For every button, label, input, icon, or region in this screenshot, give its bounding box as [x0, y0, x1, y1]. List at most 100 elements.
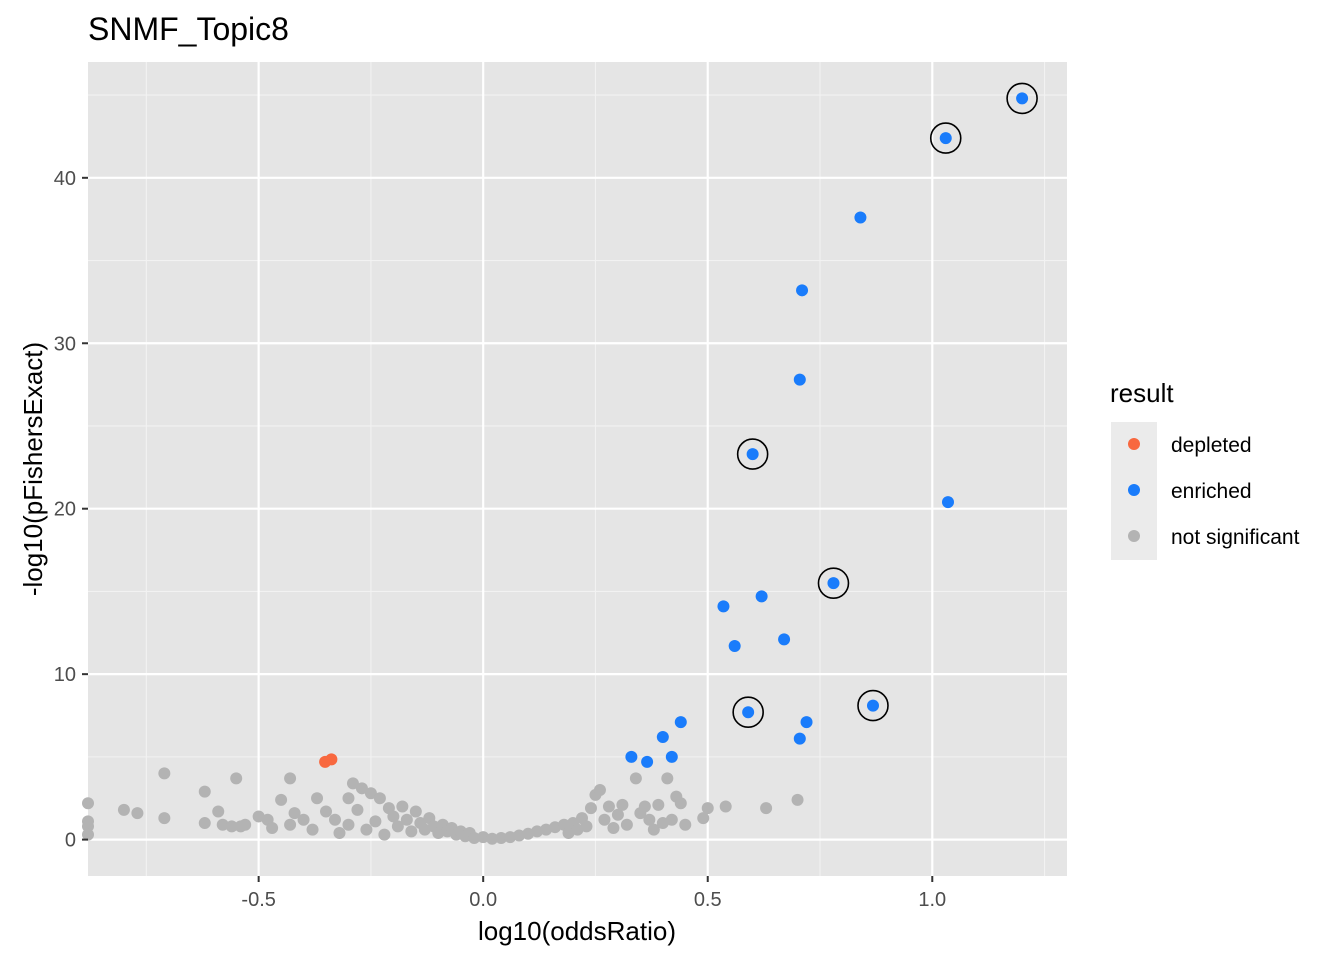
- data-point-enriched: [746, 448, 759, 461]
- data-point-not-significant: [549, 821, 562, 834]
- data-point-enriched: [796, 284, 809, 297]
- data-point-not-significant: [674, 797, 687, 810]
- data-point-not-significant: [616, 798, 629, 811]
- data-point-enriched: [625, 750, 638, 763]
- data-point-not-significant: [468, 831, 481, 844]
- data-point-enriched: [728, 640, 741, 653]
- data-point-not-significant: [584, 802, 597, 815]
- data-point-not-significant: [369, 815, 382, 828]
- y-axis-title: -log10(pFishersExact): [18, 342, 48, 596]
- data-point-not-significant: [495, 831, 508, 844]
- x-tick-label: 0.0: [469, 889, 497, 911]
- data-point-enriched: [742, 706, 755, 719]
- data-point-not-significant: [387, 810, 400, 823]
- data-point-not-significant: [400, 813, 413, 826]
- data-point-not-significant: [225, 820, 238, 833]
- data-point-not-significant: [719, 800, 732, 813]
- data-point-not-significant: [342, 792, 355, 805]
- legend-key-marker: [1128, 484, 1140, 496]
- data-point-enriched: [793, 373, 806, 386]
- data-point-enriched: [641, 755, 654, 768]
- data-point-not-significant: [117, 803, 130, 816]
- legend-label: not significant: [1171, 526, 1300, 549]
- data-point-not-significant: [643, 813, 656, 826]
- data-point-not-significant: [791, 793, 804, 806]
- data-point-not-significant: [266, 822, 279, 835]
- data-point-not-significant: [373, 792, 386, 805]
- data-point-not-significant: [486, 832, 499, 845]
- major-gridlines: [88, 62, 1067, 876]
- x-axis-title: log10(oddsRatio): [478, 916, 676, 946]
- data-point-not-significant: [661, 772, 674, 785]
- data-points: [82, 92, 1029, 845]
- data-point-not-significant: [611, 808, 624, 821]
- data-point-not-significant: [396, 800, 409, 813]
- data-point-not-significant: [355, 782, 368, 795]
- data-point-not-significant: [679, 818, 692, 831]
- data-point-enriched: [755, 590, 768, 603]
- data-point-enriched: [717, 600, 730, 613]
- data-point-enriched: [866, 699, 879, 712]
- data-point-not-significant: [391, 820, 404, 833]
- data-point-not-significant: [513, 829, 526, 842]
- data-point-not-significant: [131, 807, 144, 820]
- plot-panel: [88, 62, 1067, 876]
- y-tick-label: 20: [54, 499, 76, 521]
- data-point-not-significant: [230, 772, 243, 785]
- highlight-ring: [817, 567, 850, 599]
- legend-label: depleted: [1171, 434, 1252, 457]
- data-point-not-significant: [342, 818, 355, 831]
- data-point-not-significant: [198, 785, 211, 798]
- data-point-not-significant: [504, 831, 517, 844]
- data-point-not-significant: [284, 818, 297, 831]
- data-point-enriched: [939, 132, 952, 145]
- data-point-not-significant: [212, 805, 225, 818]
- data-point-not-significant: [580, 820, 593, 833]
- data-point-not-significant: [284, 772, 297, 785]
- data-point-enriched: [800, 716, 813, 729]
- data-point-not-significant: [158, 812, 171, 825]
- data-point-depleted: [325, 753, 338, 766]
- data-point-not-significant: [333, 826, 346, 839]
- plot-title: SNMF_Topic8: [88, 11, 289, 47]
- data-point-not-significant: [306, 823, 319, 836]
- highlight-ring: [732, 696, 764, 729]
- y-tick-label: 10: [54, 664, 76, 686]
- data-point-not-significant: [602, 800, 615, 813]
- data-point-enriched: [827, 577, 840, 590]
- legend-label: enriched: [1171, 480, 1252, 503]
- data-point-not-significant: [522, 827, 535, 840]
- data-point-not-significant: [665, 813, 678, 826]
- data-point-enriched: [854, 211, 867, 224]
- legend-key-marker: [1128, 438, 1140, 450]
- data-point-not-significant: [288, 807, 301, 820]
- data-point-not-significant: [320, 805, 333, 818]
- legend: result depleted enriched not significant: [1110, 378, 1300, 560]
- y-tick-label: 40: [54, 168, 76, 190]
- data-point-not-significant: [360, 823, 373, 836]
- data-point-not-significant: [629, 772, 642, 785]
- highlight-ring: [736, 438, 769, 470]
- data-point-not-significant: [540, 823, 553, 836]
- data-point-not-significant: [620, 818, 633, 831]
- data-point-not-significant: [647, 823, 660, 836]
- data-point-not-significant: [346, 777, 359, 790]
- data-point-not-significant: [701, 802, 714, 815]
- data-point-enriched: [674, 716, 687, 729]
- data-point-enriched: [778, 633, 791, 646]
- data-point-enriched: [665, 750, 678, 763]
- data-point-not-significant: [364, 787, 377, 800]
- data-point-not-significant: [477, 831, 490, 844]
- x-axis: -0.5 0.0 0.5 1.0: [241, 876, 946, 911]
- data-point-not-significant: [158, 767, 171, 780]
- data-point-enriched: [656, 731, 669, 744]
- data-point-not-significant: [638, 800, 651, 813]
- data-point-not-significant: [311, 792, 324, 805]
- data-point-not-significant: [607, 822, 620, 835]
- highlight-ring: [857, 689, 889, 722]
- highlight-circles: [732, 82, 1038, 729]
- legend-title: result: [1110, 378, 1174, 408]
- data-point-not-significant: [239, 818, 252, 831]
- data-point-enriched: [793, 732, 806, 745]
- data-point-not-significant: [378, 828, 391, 841]
